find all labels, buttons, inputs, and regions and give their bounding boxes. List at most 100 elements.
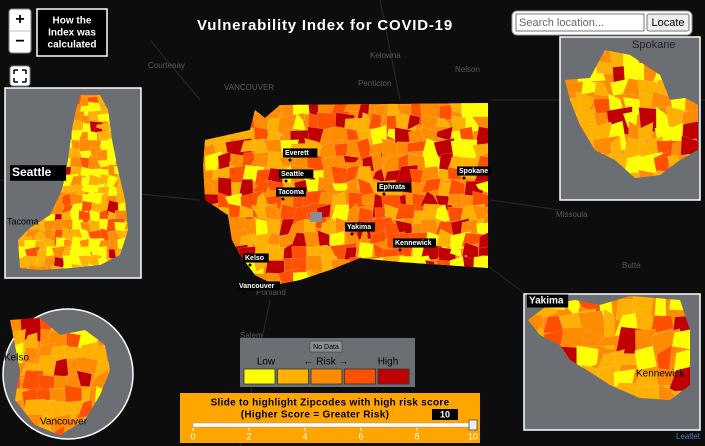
label-bg	[10, 165, 67, 181]
info-text: How the	[53, 16, 92, 27]
slider-handle[interactable]	[468, 419, 478, 431]
place-label: Everett	[285, 150, 309, 157]
zip-area	[52, 358, 69, 380]
city-dot	[350, 232, 354, 236]
zip-area	[478, 246, 488, 257]
zip-area	[637, 121, 654, 142]
label-bg	[393, 238, 437, 248]
place-label: Spokane	[632, 39, 675, 51]
zip-area	[680, 135, 698, 156]
city-dot	[242, 291, 246, 295]
zip-area	[361, 192, 375, 205]
zip-area	[475, 180, 488, 194]
zip-area	[472, 143, 488, 159]
legend-swatches	[243, 368, 410, 385]
zip-area	[634, 345, 657, 371]
zip-area	[303, 230, 321, 248]
legend-swatch	[377, 368, 410, 385]
labels: Seattle Tacoma Spokane Kelso Vancouver Yakima…	[4, 39, 685, 428]
slider-tick-label: 10	[468, 431, 478, 441]
slider-tick-label: 4	[302, 431, 307, 441]
info-text: calculated	[48, 40, 97, 51]
slider-value: 10	[440, 409, 450, 419]
place-label: Yakima	[529, 296, 564, 307]
slider-tick-label: 6	[358, 431, 363, 441]
zip-area	[87, 155, 102, 174]
slider[interactable]: 0 2 4 6 8 10	[190, 419, 478, 441]
label-bg	[457, 166, 492, 176]
place-label: Tacoma	[7, 216, 39, 226]
zip-area	[406, 114, 421, 131]
zip-area	[594, 81, 609, 97]
label-bg	[345, 222, 376, 232]
zip-area	[666, 363, 690, 397]
zip-area	[343, 164, 360, 184]
city-dot	[248, 263, 252, 267]
info-button[interactable]	[36, 8, 108, 57]
zip-area	[51, 264, 64, 270]
basemap-label: Missoula	[556, 210, 588, 219]
city-dot	[462, 176, 466, 180]
basemap-label: Nelson	[455, 65, 480, 74]
attribution[interactable]: Leaflet	[676, 432, 701, 441]
place-label: Kelso	[245, 255, 264, 262]
place-label: Kennewick	[636, 369, 685, 380]
zip-area	[348, 192, 366, 210]
zip-area	[658, 384, 674, 400]
no-data-swatch	[309, 340, 343, 353]
fullscreen-button[interactable]	[9, 65, 31, 87]
city-dot	[382, 192, 386, 196]
place-label: Kelso	[4, 353, 29, 364]
zip-area	[596, 61, 613, 75]
city-dot	[281, 197, 285, 201]
label-bg	[283, 148, 318, 158]
place-label: Vancouver	[40, 417, 88, 428]
zoom-out[interactable]: −	[15, 33, 24, 50]
city-dot	[284, 179, 288, 183]
zip-area	[575, 91, 596, 111]
zip-area	[638, 169, 656, 178]
zip-area	[421, 177, 442, 194]
map-title: Vulnerability Index for COVID-19	[197, 17, 453, 34]
zoom-in[interactable]: +	[15, 11, 24, 28]
zip-area	[50, 425, 65, 435]
legend-no-data: No Data	[313, 344, 339, 351]
slider-tick-label: 2	[246, 431, 251, 441]
search-placeholder: Search location...	[519, 17, 604, 29]
city-dot	[288, 158, 292, 162]
legend-low: Low	[257, 357, 276, 368]
basemap-label: Salem	[240, 331, 263, 340]
place-label: Tacoma	[278, 189, 304, 196]
zip-area	[471, 116, 488, 132]
slider-tick-label: 0	[190, 431, 195, 441]
place-label: Spokane	[459, 168, 488, 175]
basemap-label: Penticton	[358, 79, 391, 88]
info-text: Index was	[48, 28, 96, 39]
zip-area	[471, 205, 488, 221]
place-label: Yakima	[347, 224, 371, 231]
legend-risk: ← Risk →	[304, 357, 349, 368]
legend-swatch	[344, 368, 376, 385]
zip-area	[672, 327, 690, 352]
place-label: Seattle	[281, 171, 304, 178]
label-bg	[279, 169, 314, 179]
label-bg	[377, 182, 412, 192]
legend-high: High	[378, 357, 399, 368]
basemap-label: Kelowna	[370, 51, 401, 60]
zip-area	[368, 229, 387, 246]
zip-area	[576, 345, 599, 371]
legend-swatch	[310, 368, 343, 385]
insets	[2, 36, 701, 440]
locate-button[interactable]	[646, 13, 690, 32]
zip-area	[278, 218, 295, 237]
slider-track	[192, 422, 474, 428]
no-data-area	[310, 212, 322, 222]
search-input[interactable]	[515, 13, 645, 32]
city-dot	[398, 248, 402, 252]
label-bg	[237, 281, 281, 291]
legend-swatch	[243, 368, 276, 385]
slider-tick-label: 8	[414, 431, 419, 441]
zip-area	[265, 217, 280, 237]
place-label: Seattle	[12, 165, 52, 179]
